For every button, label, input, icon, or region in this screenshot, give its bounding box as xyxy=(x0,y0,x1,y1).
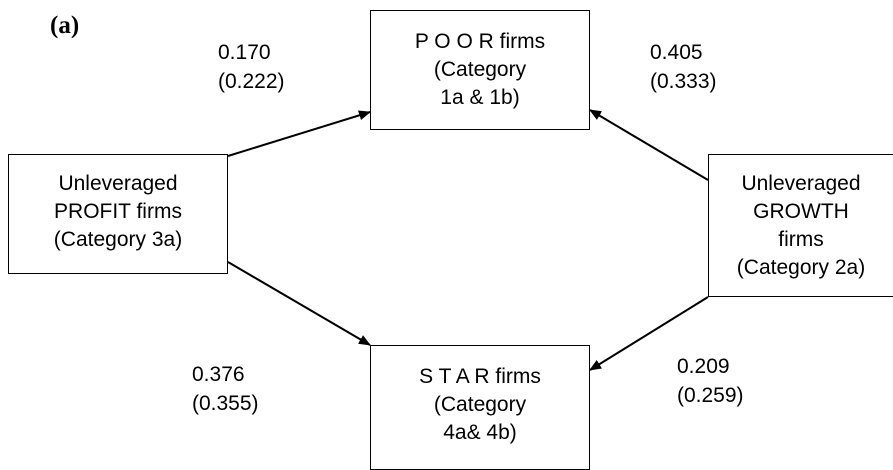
node-star-line-1: S T A R firms xyxy=(419,365,541,388)
node-profit-line-1: Unleveraged xyxy=(58,172,178,195)
node-poor-line-3: 1a & 1b) xyxy=(440,86,520,109)
coef-paren: (0.333) xyxy=(650,70,717,93)
arrow-growth-to-poor xyxy=(589,109,709,181)
node-profit-line-3: (Category 3a) xyxy=(53,228,183,251)
node-star-firms: S T A R firms (Category 4a& 4b) xyxy=(370,345,590,470)
node-profit-firms: Unleveraged PROFIT firms (Category 3a) xyxy=(8,154,228,274)
coef-paren: (0.355) xyxy=(192,392,259,415)
coef-paren: (0.259) xyxy=(677,384,744,407)
coef-value: 0.209 xyxy=(677,355,730,378)
node-star-line-3: 4a& 4b) xyxy=(443,421,517,444)
arrow-profit-to-star xyxy=(227,261,371,346)
coef-value: 0.405 xyxy=(650,41,703,64)
coef-profit-to-poor: 0.170 (0.222) xyxy=(218,38,285,96)
coef-growth-to-poor: 0.405 (0.333) xyxy=(650,38,717,96)
node-growth-line-3: firms xyxy=(778,228,824,251)
node-growth-firms: Unleveraged GROWTH firms (Category 2a) xyxy=(708,154,893,297)
coef-value: 0.376 xyxy=(192,363,245,386)
node-profit-line-2: PROFIT firms xyxy=(54,200,182,223)
node-star-line-2: (Category xyxy=(433,393,527,416)
coef-paren: (0.222) xyxy=(218,70,285,93)
coef-value: 0.170 xyxy=(218,41,271,64)
arrow-growth-to-star xyxy=(589,296,709,371)
node-poor-firms: P O O R firms (Category 1a & 1b) xyxy=(370,10,590,130)
arrow-profit-to-poor xyxy=(227,110,371,157)
node-growth-line-2: GROWTH xyxy=(753,200,849,223)
node-growth-line-4: (Category 2a) xyxy=(736,256,866,279)
coef-growth-to-star: 0.209 (0.259) xyxy=(677,352,744,410)
node-growth-line-1: Unleveraged xyxy=(741,172,861,195)
node-poor-line-1: P O O R firms xyxy=(414,30,546,53)
panel-label: (a) xyxy=(50,12,80,39)
node-poor-line-2: (Category xyxy=(433,58,527,81)
coef-profit-to-star: 0.376 (0.355) xyxy=(192,360,259,418)
